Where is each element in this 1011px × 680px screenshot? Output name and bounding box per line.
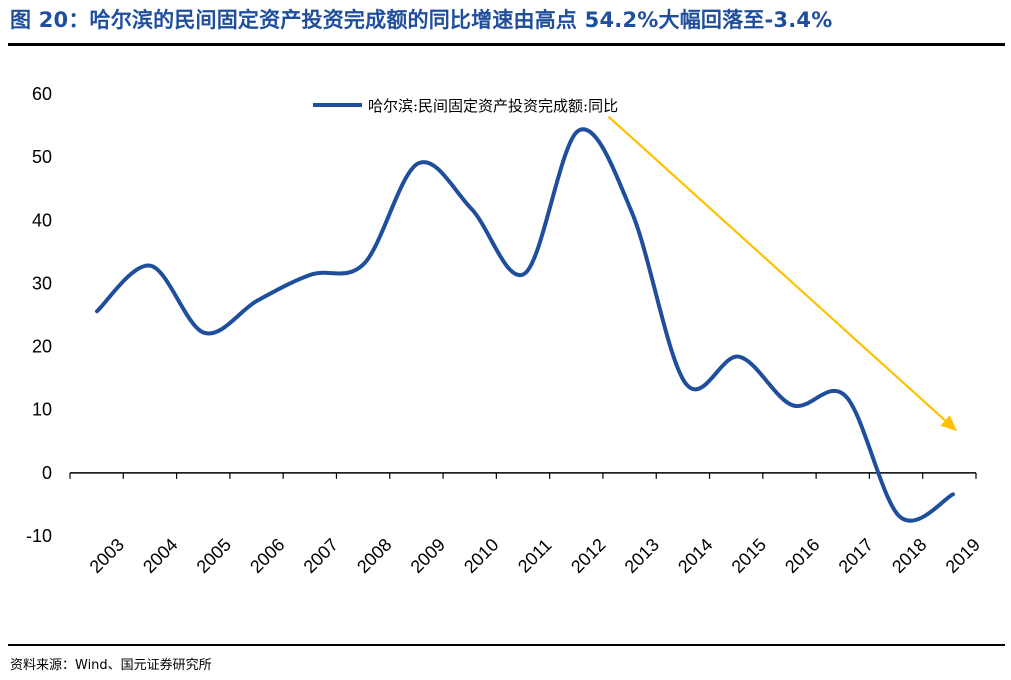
series-layer [95, 127, 955, 523]
source-note: 资料来源：Wind、国元证券研究所 [10, 658, 212, 673]
x-tick-label: 2010 [460, 535, 502, 577]
legend-label: 哈尔滨:民间固定资产投资完成额:同比 [368, 97, 618, 115]
x-tick-label: 2013 [621, 535, 663, 577]
y-tick-label: 0 [42, 463, 52, 483]
x-tick-label: 2014 [674, 535, 716, 577]
x-tick-label: 2015 [728, 535, 770, 577]
y-tick-label: 20 [32, 337, 52, 357]
trend-arrow-shaft [607, 115, 946, 422]
x-tick-label: 2016 [781, 535, 823, 577]
x-axis-tick-labels: 2003 2004 2005 2006 2007 2008 2009 2010 2011 2012… [86, 535, 984, 577]
series-line [95, 127, 955, 523]
footer-divider [8, 644, 1005, 646]
x-tick-label: 2017 [835, 535, 877, 577]
y-tick-label: 10 [32, 400, 52, 420]
x-tick-label: 2019 [942, 535, 984, 577]
x-tick-label: 2009 [407, 535, 449, 577]
trend-arrow-annotation [607, 115, 957, 432]
y-tick-label: 30 [32, 273, 52, 293]
x-tick-label: 2005 [193, 535, 235, 577]
x-tick-label: 2008 [353, 535, 395, 577]
x-tick-label: 2018 [888, 535, 930, 577]
y-tick-label: 60 [32, 84, 52, 104]
x-tick-label: 2012 [567, 535, 609, 577]
y-tick-label: 50 [32, 147, 52, 167]
y-tick-label: -10 [26, 526, 52, 546]
y-tick-label: 40 [32, 210, 52, 230]
x-tick-label: 2003 [86, 535, 128, 577]
chart-legend: 哈尔滨:民间固定资产投资完成额:同比 [313, 97, 618, 115]
title-divider [8, 43, 1005, 46]
x-axis [69, 472, 977, 479]
x-tick-label: 2006 [246, 535, 288, 577]
x-tick-label: 2004 [139, 535, 181, 577]
figure-title: 图 20：哈尔滨的民间固定资产投资完成额的同比增速由高点 54.2%大幅回落至-… [10, 8, 833, 32]
x-tick-label: 2007 [300, 535, 342, 577]
trend-arrow-head [940, 415, 957, 432]
y-axis-tick-labels: -10 0 10 20 30 40 50 60 [26, 84, 52, 546]
x-tick-label: 2011 [514, 535, 556, 577]
